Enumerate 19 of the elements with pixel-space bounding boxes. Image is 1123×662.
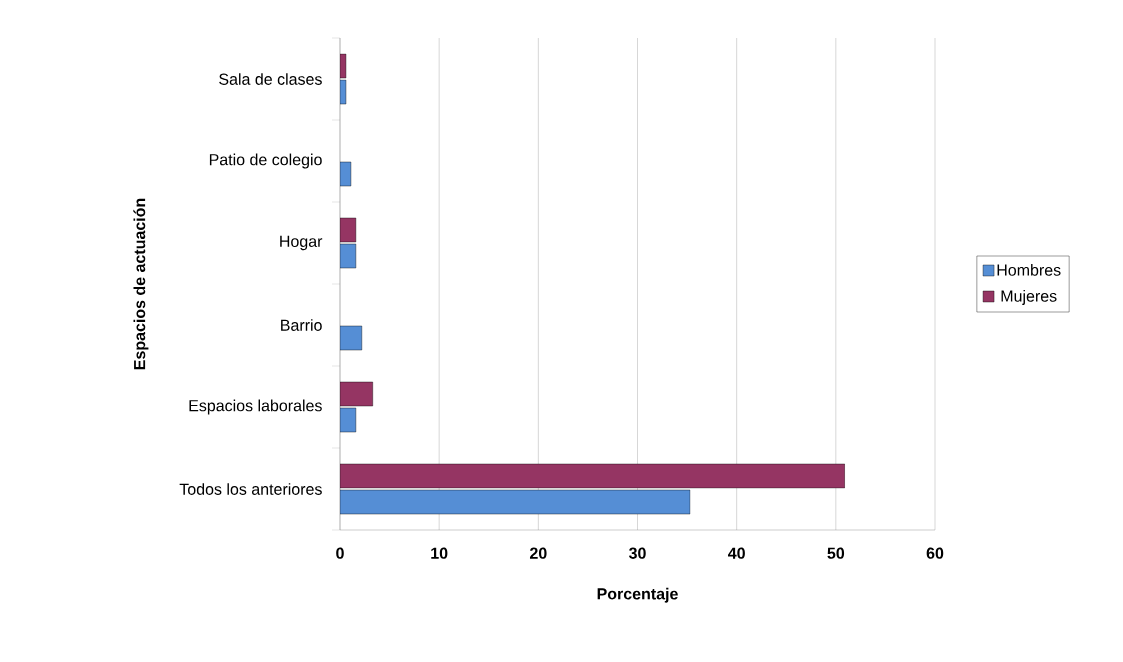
x-tick-label: 0 xyxy=(336,547,344,559)
x-tick-label: 40 xyxy=(728,547,745,559)
y-tick-label: Sala de clases xyxy=(219,73,322,85)
bar xyxy=(340,161,352,187)
y-tick-label: Espacios laborales xyxy=(189,399,322,415)
x-tick-label: 10 xyxy=(431,547,448,559)
x-tick-label: 50 xyxy=(827,547,845,559)
y-tick-label: Todos los anteriores xyxy=(179,483,322,495)
y-tick-label: Barrio xyxy=(281,319,322,331)
y-tick-label: Patio de colegio xyxy=(209,153,322,169)
y-tick-label: Hogar xyxy=(280,235,323,251)
x-tick-label: 20 xyxy=(529,547,547,559)
legend-label: Mujeres xyxy=(1001,290,1057,305)
x-axis-title: Porcentaje xyxy=(597,587,678,603)
x-tick-label: 60 xyxy=(926,547,944,559)
x-tick-label: 30 xyxy=(628,547,646,559)
bar xyxy=(340,325,363,351)
y-axis-title: Espacios de actuación xyxy=(133,198,149,370)
legend-label: Hombres xyxy=(997,264,1061,276)
